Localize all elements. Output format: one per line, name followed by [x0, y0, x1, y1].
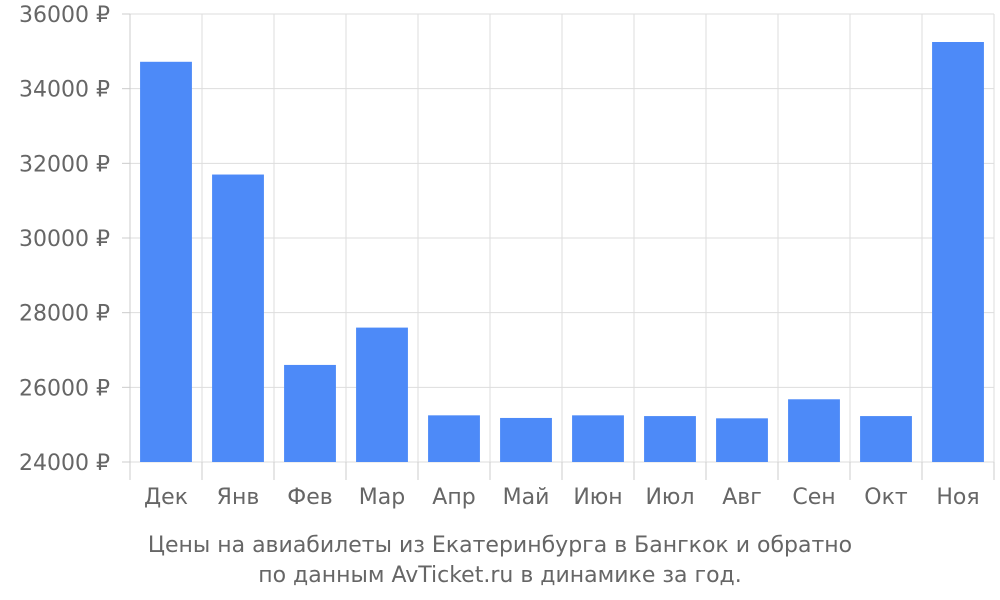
bar-Сен[interactable]	[788, 399, 840, 462]
x-tick-label: Мар	[359, 485, 405, 510]
bar-Апр[interactable]	[428, 415, 480, 462]
x-tick-label: Ноя	[936, 485, 979, 510]
y-tick-label: 28000 ₽	[19, 302, 110, 327]
bar-Май[interactable]	[500, 417, 552, 462]
x-tick-label: Авг	[722, 485, 762, 510]
chart-caption-line-2: по данным AvTicket.ru в динамике за год.	[258, 563, 742, 588]
bar-Июл[interactable]	[644, 416, 696, 462]
y-tick-label: 30000 ₽	[19, 227, 110, 252]
bar-Мар[interactable]	[356, 327, 408, 462]
bar-Ноя[interactable]	[932, 42, 984, 462]
bars	[140, 42, 984, 463]
axes	[122, 13, 995, 480]
y-tick-label: 36000 ₽	[19, 3, 110, 28]
x-tick-label: Окт	[864, 485, 908, 510]
x-tick-label: Июн	[573, 485, 622, 510]
y-tick-labels: 24000 ₽ 26000 ₽ 28000 ₽ 30000 ₽ 32000 ₽ 34000…	[19, 3, 110, 476]
x-tick-label: Май	[503, 485, 550, 510]
grid	[129, 13, 995, 463]
y-tick-label: 34000 ₽	[19, 78, 110, 103]
y-tick-label: 26000 ₽	[19, 376, 110, 401]
bar-Июн[interactable]	[572, 415, 624, 462]
chart-caption-line-1: Цены на авиабилеты из Екатеринбурга в Ба…	[147, 533, 853, 558]
x-tick-label: Дек	[144, 485, 188, 510]
x-tick-label: Июл	[645, 485, 694, 510]
bar-Окт[interactable]	[860, 416, 912, 462]
x-tick-labels: Дек Янв Фев Мар Апр Май Июн Июл Авг Сен Окт Ноя	[144, 485, 980, 510]
y-tick-label: 32000 ₽	[19, 152, 110, 177]
bar-Янв[interactable]	[212, 174, 264, 463]
bar-Авг[interactable]	[716, 418, 768, 462]
bar-Дек[interactable]	[140, 61, 192, 462]
x-tick-label: Янв	[217, 485, 260, 510]
x-tick-label: Фев	[287, 485, 332, 510]
x-tick-label: Сен	[792, 485, 835, 510]
bar-Фев[interactable]	[284, 364, 336, 462]
y-tick-label: 24000 ₽	[19, 451, 110, 476]
x-tick-label: Апр	[432, 485, 475, 510]
